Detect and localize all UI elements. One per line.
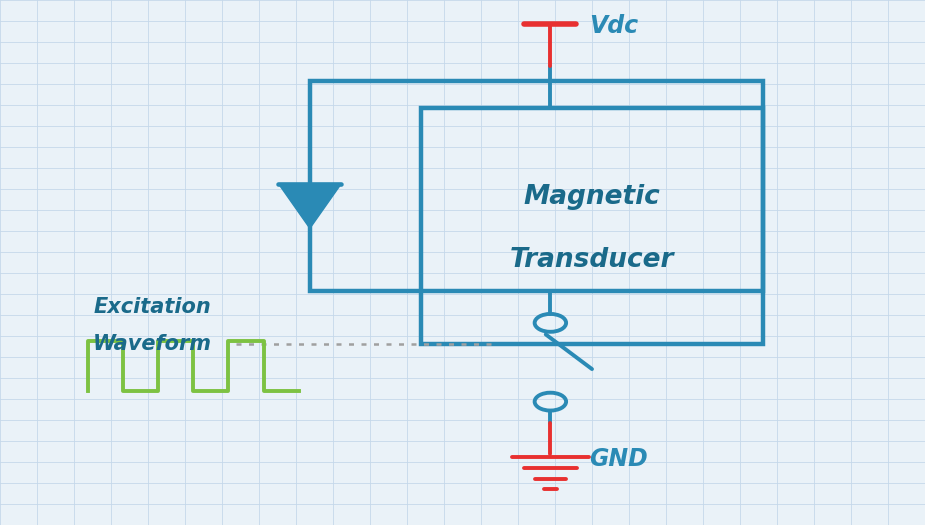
Text: Waveform: Waveform xyxy=(93,334,212,354)
Polygon shape xyxy=(278,184,341,228)
Bar xyxy=(421,108,763,344)
Text: Transducer: Transducer xyxy=(510,247,674,273)
Text: Magnetic: Magnetic xyxy=(524,184,660,210)
Text: Vdc: Vdc xyxy=(589,14,638,38)
Bar xyxy=(310,81,763,291)
Text: GND: GND xyxy=(589,447,648,471)
Text: Excitation: Excitation xyxy=(93,297,212,317)
